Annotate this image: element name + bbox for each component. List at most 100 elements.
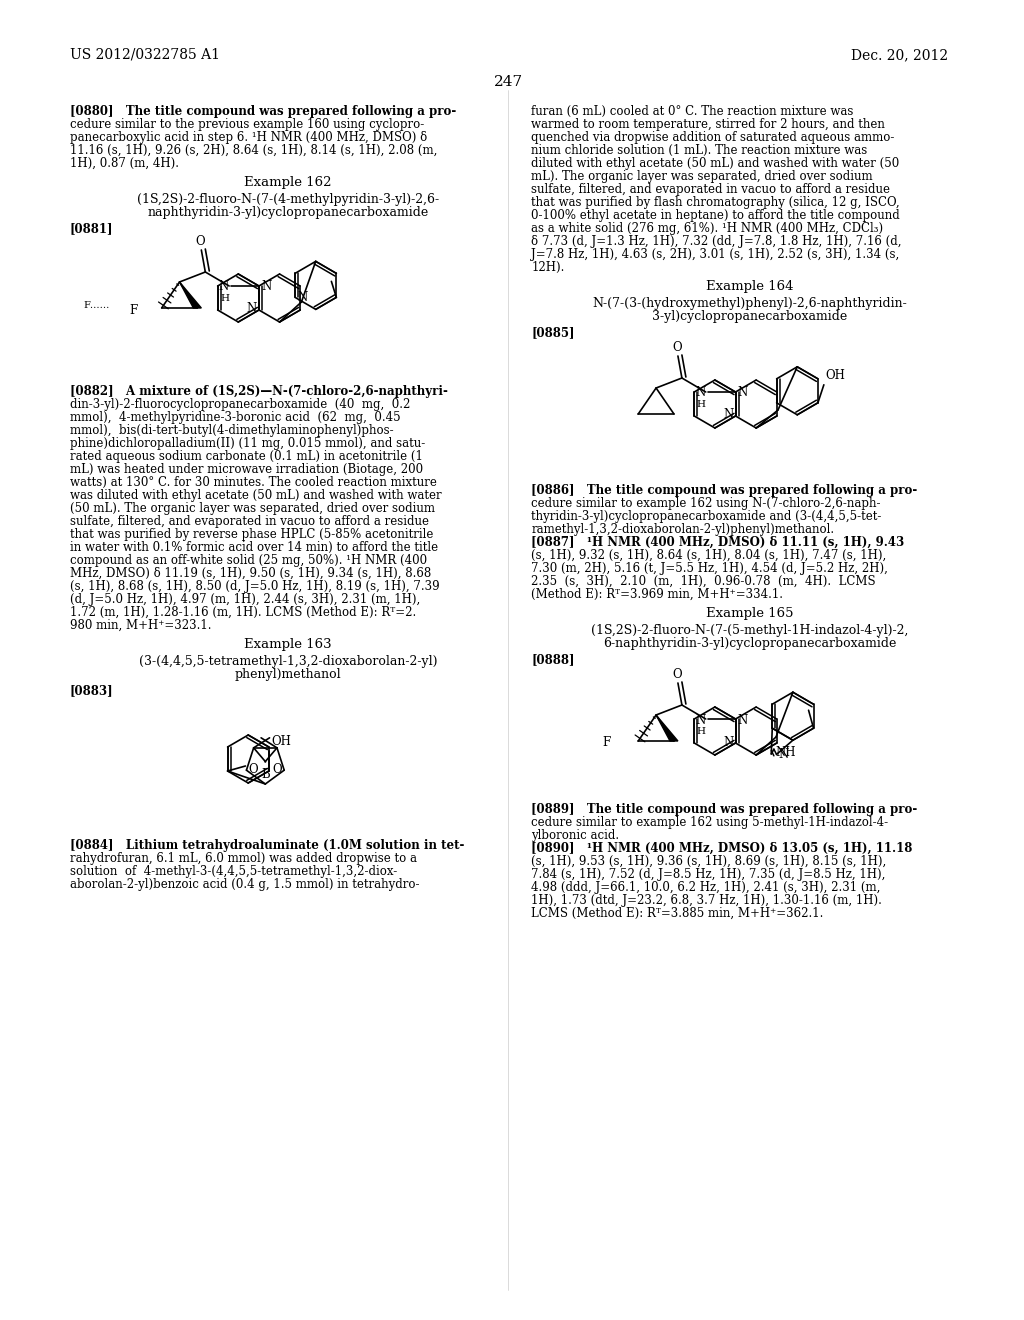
- Text: aborolan-2-yl)benzoic acid (0.4 g, 1.5 mmol) in tetrahydro-: aborolan-2-yl)benzoic acid (0.4 g, 1.5 m…: [70, 878, 419, 891]
- Text: 980 min, M+H⁺=323.1.: 980 min, M+H⁺=323.1.: [70, 619, 211, 632]
- Text: 1.72 (m, 1H), 1.28-1.16 (m, 1H). LCMS (Method E): Rᵀ=2.: 1.72 (m, 1H), 1.28-1.16 (m, 1H). LCMS (M…: [70, 606, 416, 619]
- Text: [0885]: [0885]: [531, 326, 574, 339]
- Text: ylboronic acid.: ylboronic acid.: [531, 829, 620, 842]
- Text: Example 165: Example 165: [706, 607, 794, 620]
- Text: N: N: [695, 714, 706, 726]
- Text: 247: 247: [494, 75, 523, 88]
- Text: N: N: [737, 387, 748, 400]
- Text: LCMS (Method E): Rᵀ=3.885 min, M+H⁺=362.1.: LCMS (Method E): Rᵀ=3.885 min, M+H⁺=362.…: [531, 907, 823, 920]
- Text: (d, J=5.0 Hz, 1H), 4.97 (m, 1H), 2.44 (s, 3H), 2.31 (m, 1H),: (d, J=5.0 Hz, 1H), 4.97 (m, 1H), 2.44 (s…: [70, 593, 420, 606]
- Text: was diluted with ethyl acetate (50 mL) and washed with water: was diluted with ethyl acetate (50 mL) a…: [70, 488, 441, 502]
- Text: δ 7.73 (d, J=1.3 Hz, 1H), 7.32 (dd, J=7.8, 1.8 Hz, 1H), 7.16 (d,: δ 7.73 (d, J=1.3 Hz, 1H), 7.32 (dd, J=7.…: [531, 235, 902, 248]
- Text: (s, 1H), 9.53 (s, 1H), 9.36 (s, 1H), 8.69 (s, 1H), 8.15 (s, 1H),: (s, 1H), 9.53 (s, 1H), 9.36 (s, 1H), 8.6…: [531, 855, 887, 869]
- Text: as a white solid (276 mg, 61%). ¹H NMR (400 MHz, CDCl₃): as a white solid (276 mg, 61%). ¹H NMR (…: [531, 222, 884, 235]
- Text: F……: F……: [84, 301, 110, 310]
- Text: N: N: [247, 302, 257, 315]
- Text: [0887]   ¹H NMR (400 MHz, DMSO) δ 11.11 (s, 1H), 9.43: [0887] ¹H NMR (400 MHz, DMSO) δ 11.11 (s…: [531, 536, 904, 549]
- Text: OH: OH: [825, 368, 846, 381]
- Text: (3-(4,4,5,5-tetramethyl-1,3,2-dioxaborolan-2-yl): (3-(4,4,5,5-tetramethyl-1,3,2-dioxaborol…: [138, 655, 437, 668]
- Text: naphthyridin-3-yl)cyclopropanecarboxamide: naphthyridin-3-yl)cyclopropanecarboxamid…: [147, 206, 429, 219]
- Text: (s, 1H), 8.68 (s, 1H), 8.50 (d, J=5.0 Hz, 1H), 8.19 (s, 1H), 7.39: (s, 1H), 8.68 (s, 1H), 8.50 (d, J=5.0 Hz…: [70, 579, 439, 593]
- Text: (1S,2S)-2-fluoro-N-(7-(5-methyl-1H-indazol-4-yl)-2,: (1S,2S)-2-fluoro-N-(7-(5-methyl-1H-indaz…: [591, 624, 908, 638]
- Text: cedure similar to the previous example 160 using cyclopro-: cedure similar to the previous example 1…: [70, 117, 424, 131]
- Text: furan (6 mL) cooled at 0° C. The reaction mixture was: furan (6 mL) cooled at 0° C. The reactio…: [531, 106, 854, 117]
- Text: O: O: [672, 668, 682, 681]
- Text: phenyl)methanol: phenyl)methanol: [234, 668, 341, 681]
- Text: solution  of  4-methyl-3-(4,4,5,5-tetramethyl-1,3,2-diox-: solution of 4-methyl-3-(4,4,5,5-tetramet…: [70, 865, 396, 878]
- Text: watts) at 130° C. for 30 minutes. The cooled reaction mixture: watts) at 130° C. for 30 minutes. The co…: [70, 477, 436, 488]
- Text: F: F: [602, 737, 610, 750]
- Text: 1H), 0.87 (m, 4H).: 1H), 0.87 (m, 4H).: [70, 157, 178, 170]
- Text: (s, 1H), 9.32 (s, 1H), 8.64 (s, 1H), 8.04 (s, 1H), 7.47 (s, 1H),: (s, 1H), 9.32 (s, 1H), 8.64 (s, 1H), 8.0…: [531, 549, 887, 562]
- Text: 6-naphthyridin-3-yl)cyclopropanecarboxamide: 6-naphthyridin-3-yl)cyclopropanecarboxam…: [603, 638, 896, 649]
- Text: [0881]: [0881]: [70, 222, 113, 235]
- Text: H: H: [220, 294, 229, 304]
- Text: 7.84 (s, 1H), 7.52 (d, J=8.5 Hz, 1H), 7.35 (d, J=8.5 Hz, 1H),: 7.84 (s, 1H), 7.52 (d, J=8.5 Hz, 1H), 7.…: [531, 869, 886, 880]
- Text: O: O: [249, 763, 258, 776]
- Text: mL). The organic layer was separated, dried over sodium: mL). The organic layer was separated, dr…: [531, 170, 872, 183]
- Text: that was purified by flash chromatography (silica, 12 g, ISCO,: that was purified by flash chromatograph…: [531, 195, 900, 209]
- Text: phine)dichloropalladium(II) (11 mg, 0.015 mmol), and satu-: phine)dichloropalladium(II) (11 mg, 0.01…: [70, 437, 425, 450]
- Text: that was purified by reverse phase HPLC (5-85% acetonitrile: that was purified by reverse phase HPLC …: [70, 528, 433, 541]
- Text: F: F: [130, 304, 138, 317]
- Text: N: N: [297, 290, 307, 304]
- Text: (Method E): Rᵀ=3.969 min, M+H⁺=334.1.: (Method E): Rᵀ=3.969 min, M+H⁺=334.1.: [531, 587, 783, 601]
- Text: 12H).: 12H).: [531, 261, 564, 275]
- Text: [0882]   A mixture of (1S,2S)—N-(7-chloro-2,6-naphthyri-: [0882] A mixture of (1S,2S)—N-(7-chloro-…: [70, 385, 447, 399]
- Text: rated aqueous sodium carbonate (0.1 mL) in acetonitrile (1: rated aqueous sodium carbonate (0.1 mL) …: [70, 450, 422, 463]
- Text: mmol),  bis(di-tert-butyl(4-dimethylaminophenyl)phos-: mmol), bis(di-tert-butyl(4-dimethylamino…: [70, 424, 393, 437]
- Text: N: N: [737, 714, 748, 726]
- Text: N: N: [695, 387, 706, 400]
- Text: [0889]   The title compound was prepared following a pro-: [0889] The title compound was prepared f…: [531, 803, 918, 816]
- Text: cedure similar to example 162 using 5-methyl-1H-indazol-4-: cedure similar to example 162 using 5-me…: [531, 816, 889, 829]
- Text: Example 164: Example 164: [706, 280, 794, 293]
- Text: mL) was heated under microwave irradiation (Biotage, 200: mL) was heated under microwave irradiati…: [70, 463, 423, 477]
- Text: 11.16 (s, 1H), 9.26 (s, 2H), 8.64 (s, 1H), 8.14 (s, 1H), 2.08 (m,: 11.16 (s, 1H), 9.26 (s, 2H), 8.64 (s, 1H…: [70, 144, 437, 157]
- Text: [0886]   The title compound was prepared following a pro-: [0886] The title compound was prepared f…: [531, 484, 918, 498]
- Text: mmol),  4-methylpyridine-3-boronic acid  (62  mg,  0.45: mmol), 4-methylpyridine-3-boronic acid (…: [70, 411, 400, 424]
- Text: panecarboxylic acid in step 6. ¹H NMR (400 MHz, DMSO) δ: panecarboxylic acid in step 6. ¹H NMR (4…: [70, 131, 427, 144]
- Text: 1H), 1.73 (dtd, J=23.2, 6.8, 3.7 Hz, 1H), 1.30-1.16 (m, 1H).: 1H), 1.73 (dtd, J=23.2, 6.8, 3.7 Hz, 1H)…: [531, 894, 882, 907]
- Text: compound as an off-white solid (25 mg, 50%). ¹H NMR (400: compound as an off-white solid (25 mg, 5…: [70, 554, 427, 568]
- Text: [0884]   Lithium tetrahydroaluminate (1.0M solution in tet-: [0884] Lithium tetrahydroaluminate (1.0M…: [70, 840, 464, 851]
- Text: N: N: [723, 408, 733, 421]
- Polygon shape: [656, 715, 678, 741]
- Text: J=7.8 Hz, 1H), 4.63 (s, 2H), 3.01 (s, 1H), 2.52 (s, 3H), 1.34 (s,: J=7.8 Hz, 1H), 4.63 (s, 2H), 3.01 (s, 1H…: [531, 248, 899, 261]
- Text: MHz, DMSO) δ 11.19 (s, 1H), 9.50 (s, 1H), 9.34 (s, 1H), 8.68: MHz, DMSO) δ 11.19 (s, 1H), 9.50 (s, 1H)…: [70, 568, 431, 579]
- Text: Example 163: Example 163: [244, 638, 332, 651]
- Text: sulfate, filtered, and evaporated in vacuo to afford a residue: sulfate, filtered, and evaporated in vac…: [531, 183, 890, 195]
- Text: O: O: [196, 235, 205, 248]
- Text: din-3-yl)-2-fluorocyclopropanecarboxamide  (40  mg,  0.2: din-3-yl)-2-fluorocyclopropanecarboxamid…: [70, 399, 410, 411]
- Text: [0880]   The title compound was prepared following a pro-: [0880] The title compound was prepared f…: [70, 106, 456, 117]
- Text: [0883]: [0883]: [70, 684, 113, 697]
- Text: (1S,2S)-2-fluoro-N-(7-(4-methylpyridin-3-yl)-2,6-: (1S,2S)-2-fluoro-N-(7-(4-methylpyridin-3…: [137, 193, 439, 206]
- Text: N-(7-(3-(hydroxymethyl)phenyl)-2,6-naphthyridin-: N-(7-(3-(hydroxymethyl)phenyl)-2,6-napht…: [592, 297, 907, 310]
- Text: OH: OH: [271, 735, 292, 748]
- Text: H: H: [696, 727, 706, 737]
- Text: O: O: [672, 341, 682, 354]
- Text: O: O: [272, 763, 283, 776]
- Text: N: N: [219, 281, 229, 293]
- Polygon shape: [179, 282, 202, 308]
- Text: US 2012/0322785 A1: US 2012/0322785 A1: [70, 48, 219, 62]
- Text: diluted with ethyl acetate (50 mL) and washed with water (50: diluted with ethyl acetate (50 mL) and w…: [531, 157, 899, 170]
- Text: 2.35  (s,  3H),  2.10  (m,  1H),  0.96-0.78  (m,  4H).  LCMS: 2.35 (s, 3H), 2.10 (m, 1H), 0.96-0.78 (m…: [531, 576, 876, 587]
- Text: 7.30 (m, 2H), 5.16 (t, J=5.5 Hz, 1H), 4.54 (d, J=5.2 Hz, 2H),: 7.30 (m, 2H), 5.16 (t, J=5.5 Hz, 1H), 4.…: [531, 562, 888, 576]
- Text: [0890]   ¹H NMR (400 MHz, DMSO) δ 13.05 (s, 1H), 11.18: [0890] ¹H NMR (400 MHz, DMSO) δ 13.05 (s…: [531, 842, 912, 855]
- Text: Example 162: Example 162: [244, 176, 332, 189]
- Text: in water with 0.1% formic acid over 14 min) to afford the title: in water with 0.1% formic acid over 14 m…: [70, 541, 437, 554]
- Text: quenched via dropwise addition of saturated aqueous ammo-: quenched via dropwise addition of satura…: [531, 131, 895, 144]
- Text: thyridin-3-yl)cyclopropanecarboxamide and (3-(4,4,5,5-tet-: thyridin-3-yl)cyclopropanecarboxamide an…: [531, 510, 882, 523]
- Text: 3-yl)cyclopropanecarboxamide: 3-yl)cyclopropanecarboxamide: [652, 310, 847, 323]
- Text: (50 mL). The organic layer was separated, dried over sodium: (50 mL). The organic layer was separated…: [70, 502, 434, 515]
- Text: 4.98 (ddd, J=66.1, 10.0, 6.2 Hz, 1H), 2.41 (s, 3H), 2.31 (m,: 4.98 (ddd, J=66.1, 10.0, 6.2 Hz, 1H), 2.…: [531, 880, 881, 894]
- Text: 0-100% ethyl acetate in heptane) to afford the title compound: 0-100% ethyl acetate in heptane) to affo…: [531, 209, 900, 222]
- Text: NH: NH: [776, 746, 797, 759]
- Text: N: N: [778, 748, 788, 760]
- Text: B: B: [261, 768, 269, 781]
- Text: N: N: [723, 735, 733, 748]
- Text: H: H: [696, 400, 706, 409]
- Text: [0888]: [0888]: [531, 653, 574, 667]
- Text: N: N: [261, 281, 271, 293]
- Text: ramethyl-1,3,2-dioxaborolan-2-yl)phenyl)methanol.: ramethyl-1,3,2-dioxaborolan-2-yl)phenyl)…: [531, 523, 835, 536]
